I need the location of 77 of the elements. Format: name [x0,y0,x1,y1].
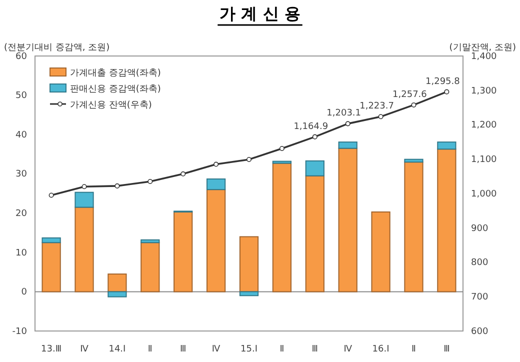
point [180,171,186,176]
x-tick-label: 16.Ⅰ [372,344,390,354]
y-axis-title: (전분기대비 증감액, 조원) [4,43,110,53]
bar [140,239,160,244]
y2-tick-label: 1,200 [471,120,498,131]
y-tick-label: 30 [16,170,28,180]
bar [371,211,390,292]
point [279,146,284,151]
point [345,121,350,126]
bar [108,291,127,298]
x-tick-label: Ⅱ [280,344,284,354]
legend-label: 가계대출 증감액(좌축) [70,68,161,78]
point [378,114,384,120]
chart-title: 가 계 신 용 [220,4,300,23]
point [48,192,54,198]
x-tick-label: Ⅲ [312,344,318,354]
bar [305,175,324,292]
point [82,184,87,190]
point [312,134,318,140]
data-label: 1,223.7 [360,102,394,112]
point [444,89,450,94]
x-tick-label: 15.Ⅰ [240,344,258,354]
bar [437,148,456,292]
point [148,178,153,184]
y2-tick-label: 1,000 [471,189,498,200]
bar [42,242,61,292]
legend-label: 판매신용 증감액(좌축) [70,84,161,94]
x-tick-label: Ⅳ [344,344,353,354]
x-tick-label: Ⅲ [444,344,450,354]
y2-tick-label: 1,100 [471,155,498,166]
y-tick-label: 50 [16,91,28,102]
bar [206,189,226,292]
bar [108,274,127,292]
bar [239,291,259,296]
bar [305,160,324,176]
x-tick-label: Ⅲ [180,344,186,354]
y2-tick-label: 1,300 [471,86,498,96]
x-tick-label: Ⅳ [80,344,90,354]
bar [42,237,61,244]
legend-label: 가계신용 잔액(우축) [70,100,152,110]
y2-tick-label: 900 [471,224,488,234]
x-tick-label: Ⅱ [148,344,152,354]
bar [174,211,193,292]
x-tick-label: 13.Ⅲ [41,344,62,354]
y-tick-label: -10 [12,326,28,337]
data-label: 1,295.8 [426,76,460,87]
y-tick-label: 60 [16,52,28,62]
y2-tick-label: 700 [471,292,488,303]
bar [404,158,424,163]
y-tick-label: 10 [16,248,28,258]
bar [338,142,358,149]
y2-tick-label: 800 [471,258,488,268]
bar [338,148,358,292]
y2-tick-label: 1,400 [471,52,498,62]
y-tick-label: 0 [21,288,28,298]
bar [206,178,226,190]
x-tick-label: 14.Ⅰ [108,344,126,354]
data-label: 1,164.9 [294,122,328,132]
point [246,156,252,162]
bar [74,192,94,208]
bar [239,236,259,292]
bar [140,242,160,292]
y-tick-label: 20 [16,209,28,220]
bar [404,162,424,292]
data-label: 1,257.6 [392,90,428,100]
y2-axis-title: (기말잔액, 조원) [449,43,516,53]
bar [272,162,292,292]
point [214,162,219,167]
bar [74,206,94,292]
point [114,183,120,188]
data-label: 1,203.1 [326,108,362,119]
y2-tick-label: 600 [471,326,488,337]
y-tick-label: 40 [16,130,28,140]
x-tick-label: Ⅱ [412,344,416,354]
bar [437,142,456,150]
point [411,102,416,108]
x-tick-label: Ⅳ [212,344,221,354]
